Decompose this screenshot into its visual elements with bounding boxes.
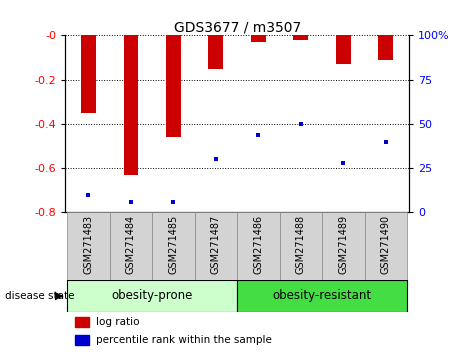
Bar [336,35,351,64]
Bar [110,212,152,280]
Text: obesity-prone: obesity-prone [112,289,193,302]
Text: log ratio: log ratio [96,317,140,327]
Text: GSM271485: GSM271485 [168,215,179,274]
Bar [81,35,96,113]
Text: ▶: ▶ [55,291,63,301]
Text: GSM271488: GSM271488 [296,215,306,274]
Bar [166,35,181,137]
Text: GSM271484: GSM271484 [126,215,136,274]
Bar [195,212,237,280]
Text: GSM271483: GSM271483 [83,215,93,274]
Text: percentile rank within the sample: percentile rank within the sample [96,335,272,345]
Text: GSM271486: GSM271486 [253,215,263,274]
Bar [237,280,407,312]
Bar [322,212,365,280]
Text: GSM271490: GSM271490 [381,215,391,274]
Text: obesity-resistant: obesity-resistant [272,289,372,302]
Bar [379,35,393,60]
Bar [124,35,139,175]
Bar [152,212,195,280]
Text: GSM271489: GSM271489 [339,215,348,274]
Bar [237,212,279,280]
Bar [75,318,89,327]
Bar [293,35,308,40]
Text: disease state: disease state [5,291,74,301]
Bar [279,212,322,280]
Bar [67,280,237,312]
Bar [75,335,89,345]
Bar [208,35,223,69]
Bar [67,212,110,280]
Bar [365,212,407,280]
Title: GDS3677 / m3507: GDS3677 / m3507 [173,20,301,34]
Bar [251,35,266,42]
Text: GSM271487: GSM271487 [211,215,221,274]
